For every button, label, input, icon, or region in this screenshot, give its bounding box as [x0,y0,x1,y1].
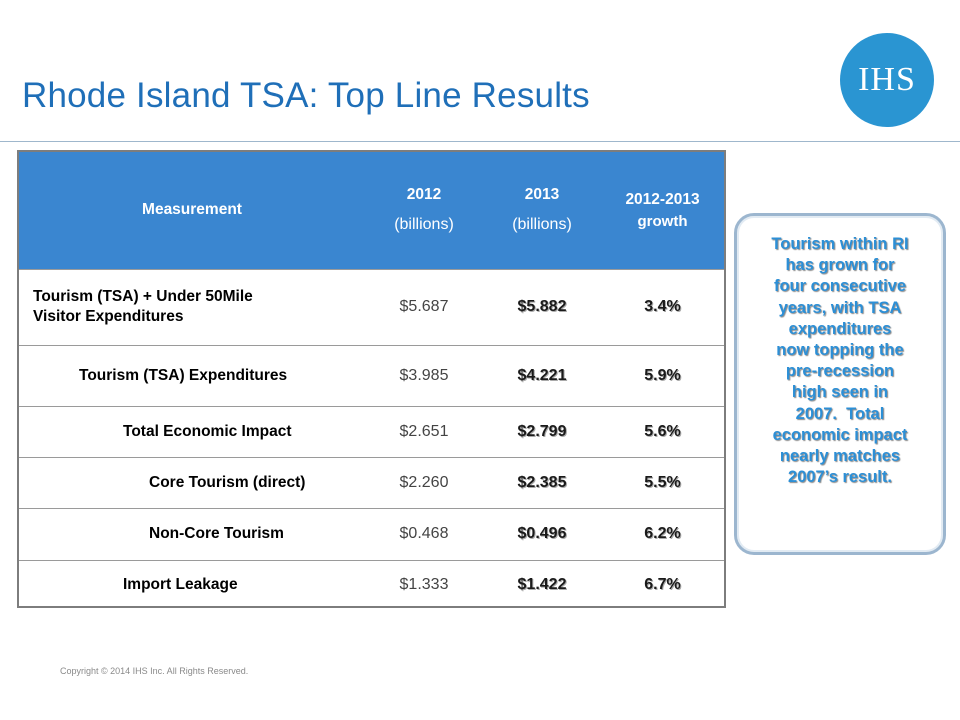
ihs-logo: IHS [840,33,934,127]
value-2012: $3.985 [399,366,449,384]
callout-line: nearly matches [779,447,901,466]
value-2013: $2.799 [517,422,567,440]
results-table: Measurement 2012 (billions) 2013 (billio… [17,150,726,608]
header-2013-year: 2013 [524,186,560,204]
callout-line: Tourism within RI [771,235,909,253]
value-2013: $1.422 [517,576,567,594]
callout-line: economic impact [772,425,908,444]
callout-line: high seen in [791,383,889,402]
header-2012: 2012 (billions) [365,152,483,269]
callout-line: has grown for [785,256,895,275]
header-2012-unit: (billions) [394,216,454,234]
table-row: Tourism (TSA) Expenditures $3.985 $4.221… [19,345,724,406]
row-label: Tourism (TSA) + Under 50Mile Visitor Exp… [19,269,365,345]
table-row: Non-Core Tourism $0.468 $0.496 6.2% [19,508,724,560]
row-label-line1: Tourism (TSA) + Under 50Mile [33,288,253,305]
value-2013: $4.221 [517,366,567,384]
header-2013-unit: (billions) [512,216,572,234]
value-2013: $0.496 [517,525,567,542]
callout-line: 2007. Total [795,404,885,423]
header-measurement-label: Measurement [142,201,242,219]
callout-line: years, with TSA [778,298,902,317]
header-growth: 2012-2013 growth [601,152,724,269]
value-2012: $2.260 [399,473,449,491]
table-row: Total Economic Impact $2.651 $2.799 5.6% [19,406,724,457]
callout-line: 2007’s result. [788,468,892,487]
value-2012: $0.468 [399,525,449,542]
callout-line: now topping the [776,341,904,360]
value-growth: 5.9% [644,366,681,384]
row-label: Non-Core Tourism [149,525,284,542]
value-2012: $5.687 [399,298,449,315]
value-2013: $5.882 [517,298,567,315]
table-row: Tourism (TSA) + Under 50Mile Visitor Exp… [19,269,724,345]
callout-line: expenditures [788,319,892,338]
value-growth: 5.5% [644,473,681,491]
copyright-notice: Copyright © 2014 IHS Inc. All Rights Res… [60,666,249,676]
value-growth: 5.6% [644,422,681,440]
title-divider [0,141,960,142]
table-header-row: Measurement 2012 (billions) 2013 (billio… [19,152,724,269]
value-growth: 6.2% [644,525,681,542]
table-row: Core Tourism (direct) $2.260 $2.385 5.5% [19,457,724,508]
value-2012: $2.651 [399,422,449,440]
table-row: Import Leakage $1.333 $1.422 6.7% [19,560,724,606]
summary-callout: Tourism within RI has grown for four con… [734,213,946,555]
row-label: Tourism (TSA) Expenditures [79,366,288,384]
callout-line: four consecutive [773,277,907,296]
value-growth: 3.4% [644,298,681,315]
header-growth-label: growth [637,212,688,230]
row-label: Core Tourism (direct) [149,473,306,491]
value-2012: $1.333 [399,576,449,594]
header-growth-range: 2012-2013 [625,190,700,208]
header-measurement: Measurement [19,152,365,269]
value-growth: 6.7% [644,576,681,594]
row-label: Total Economic Impact [123,422,292,440]
value-2013: $2.385 [517,473,567,491]
callout-line: pre-recession [785,362,895,381]
row-label: Import Leakage [123,576,238,594]
header-2013: 2013 (billions) [483,152,601,269]
header-2012-year: 2012 [406,186,442,204]
slide-title: Rhode Island TSA: Top Line Results [22,76,590,115]
row-label-line2: Visitor Expenditures [33,308,184,325]
